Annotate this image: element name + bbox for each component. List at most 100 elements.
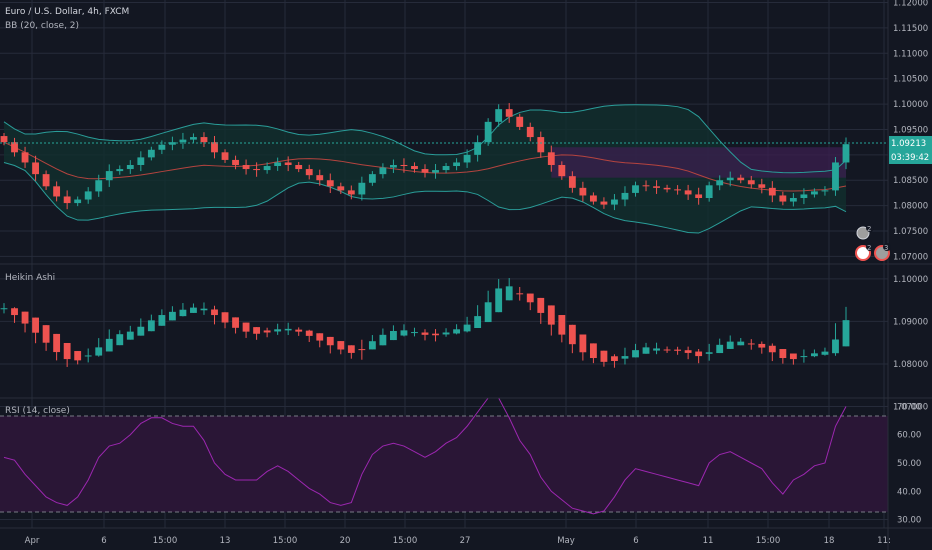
candle-body (53, 333, 61, 353)
candle-body (800, 194, 808, 198)
price-candle (421, 164, 429, 178)
heikin-candle (200, 302, 208, 315)
heikin-candle (421, 329, 429, 341)
price-candle (674, 185, 682, 195)
candle-body (568, 176, 576, 188)
price-candle (642, 180, 650, 192)
candle-body (768, 187, 776, 196)
candle-body (663, 349, 671, 351)
heikin-candle (137, 318, 145, 336)
price-candle (42, 170, 50, 190)
candle-body (147, 320, 155, 332)
time-axis[interactable]: Apr 6 15:00 13 15:00 20 15:00 27 May 6 11 15:00 18 11… (25, 536, 891, 546)
candle-body (611, 356, 618, 361)
candle-body (716, 180, 724, 186)
candle-body (811, 191, 818, 195)
candle-body (42, 174, 50, 187)
candle-body (116, 334, 124, 346)
price-candle (821, 186, 829, 196)
candle-body (390, 331, 397, 341)
candle-body (811, 353, 818, 357)
price-candle (716, 175, 724, 191)
candle-body (358, 349, 366, 351)
heikin-candle (495, 279, 503, 313)
range-box[interactable] (551, 147, 846, 178)
heikin-candle (158, 309, 166, 326)
heikin-tick-label: 1.08000 (893, 360, 928, 370)
candle-body (358, 182, 366, 195)
heikin-candle (674, 346, 682, 355)
candle-body (0, 308, 8, 310)
candle-body (453, 162, 460, 167)
price-candle (411, 162, 418, 173)
candle-body (190, 307, 197, 313)
svg-text:3: 3 (884, 244, 888, 252)
rsi-line (3, 397, 847, 515)
price-candle (95, 174, 103, 197)
price-candle (495, 104, 503, 127)
price-candle (53, 181, 61, 202)
bb-indicator-label[interactable]: BB (20, close, 2) (5, 21, 79, 31)
heikin-ashi-label[interactable]: Heikin Ashi (5, 273, 55, 283)
price-candle (705, 181, 713, 202)
event-marker[interactable]: 2 (856, 224, 874, 240)
price-candle (653, 180, 660, 194)
candle-body (842, 320, 850, 347)
candle-body (242, 165, 250, 170)
rsi-band (0, 416, 888, 512)
heikin-candle (611, 354, 618, 368)
rsi-tick-label: 60.00 (897, 431, 921, 441)
price-candle (84, 187, 92, 204)
heikin-candle (558, 315, 566, 343)
candle-body (305, 330, 313, 336)
price-candle (516, 113, 524, 130)
candle-body (32, 162, 39, 175)
candle-body (337, 186, 345, 191)
heikin-candle (390, 325, 397, 341)
candle-body (21, 311, 29, 324)
candle-body (568, 324, 576, 345)
svg-text:2: 2 (867, 244, 871, 252)
candle-body (768, 345, 776, 353)
heikin-candle (653, 342, 660, 355)
svg-text:2: 2 (867, 225, 871, 233)
event-marker[interactable]: 3 (874, 243, 891, 261)
heikin-candle (484, 290, 492, 323)
heikin-candle (190, 303, 197, 313)
candle-body (737, 177, 745, 181)
heikin-candle (147, 314, 155, 332)
candle-body (537, 137, 545, 153)
event-marker[interactable]: 2 (855, 243, 874, 261)
price-candle (347, 185, 355, 200)
candle-body (368, 174, 376, 183)
candle-body (221, 152, 229, 160)
time-tick-label: 6 (633, 536, 638, 546)
price-candle (737, 174, 745, 184)
price-candle (211, 136, 218, 159)
candle-body (63, 342, 71, 360)
rsi-indicator-label[interactable]: RSI (14, close) (5, 406, 70, 416)
candle-body (316, 175, 324, 181)
heikin-candle (74, 351, 82, 365)
heikin-candle (600, 350, 608, 367)
heikin-candle (537, 297, 545, 324)
price-candle (253, 162, 261, 177)
candle-body (832, 339, 839, 354)
heikin-axis[interactable]: 1.10000 1.09000 1.08000 1.07000 (893, 275, 928, 413)
price-candle (190, 133, 197, 144)
candle-body (453, 329, 460, 334)
candle-body (326, 180, 334, 187)
candle-body (758, 184, 766, 188)
candle-body (800, 356, 808, 358)
price-candle (474, 135, 482, 162)
heikin-candle (221, 312, 229, 329)
heikin-candle (0, 303, 8, 314)
rsi-axis[interactable]: 70.00 60.00 50.00 40.00 30.00 (897, 402, 921, 525)
candle-body (716, 344, 724, 354)
price-candle (326, 173, 334, 194)
price-candle (832, 156, 839, 196)
symbol-title[interactable]: Euro / U.S. Dollar, 4h, FXCM (5, 7, 129, 17)
candle-body (200, 308, 208, 311)
candle-body (379, 334, 387, 346)
